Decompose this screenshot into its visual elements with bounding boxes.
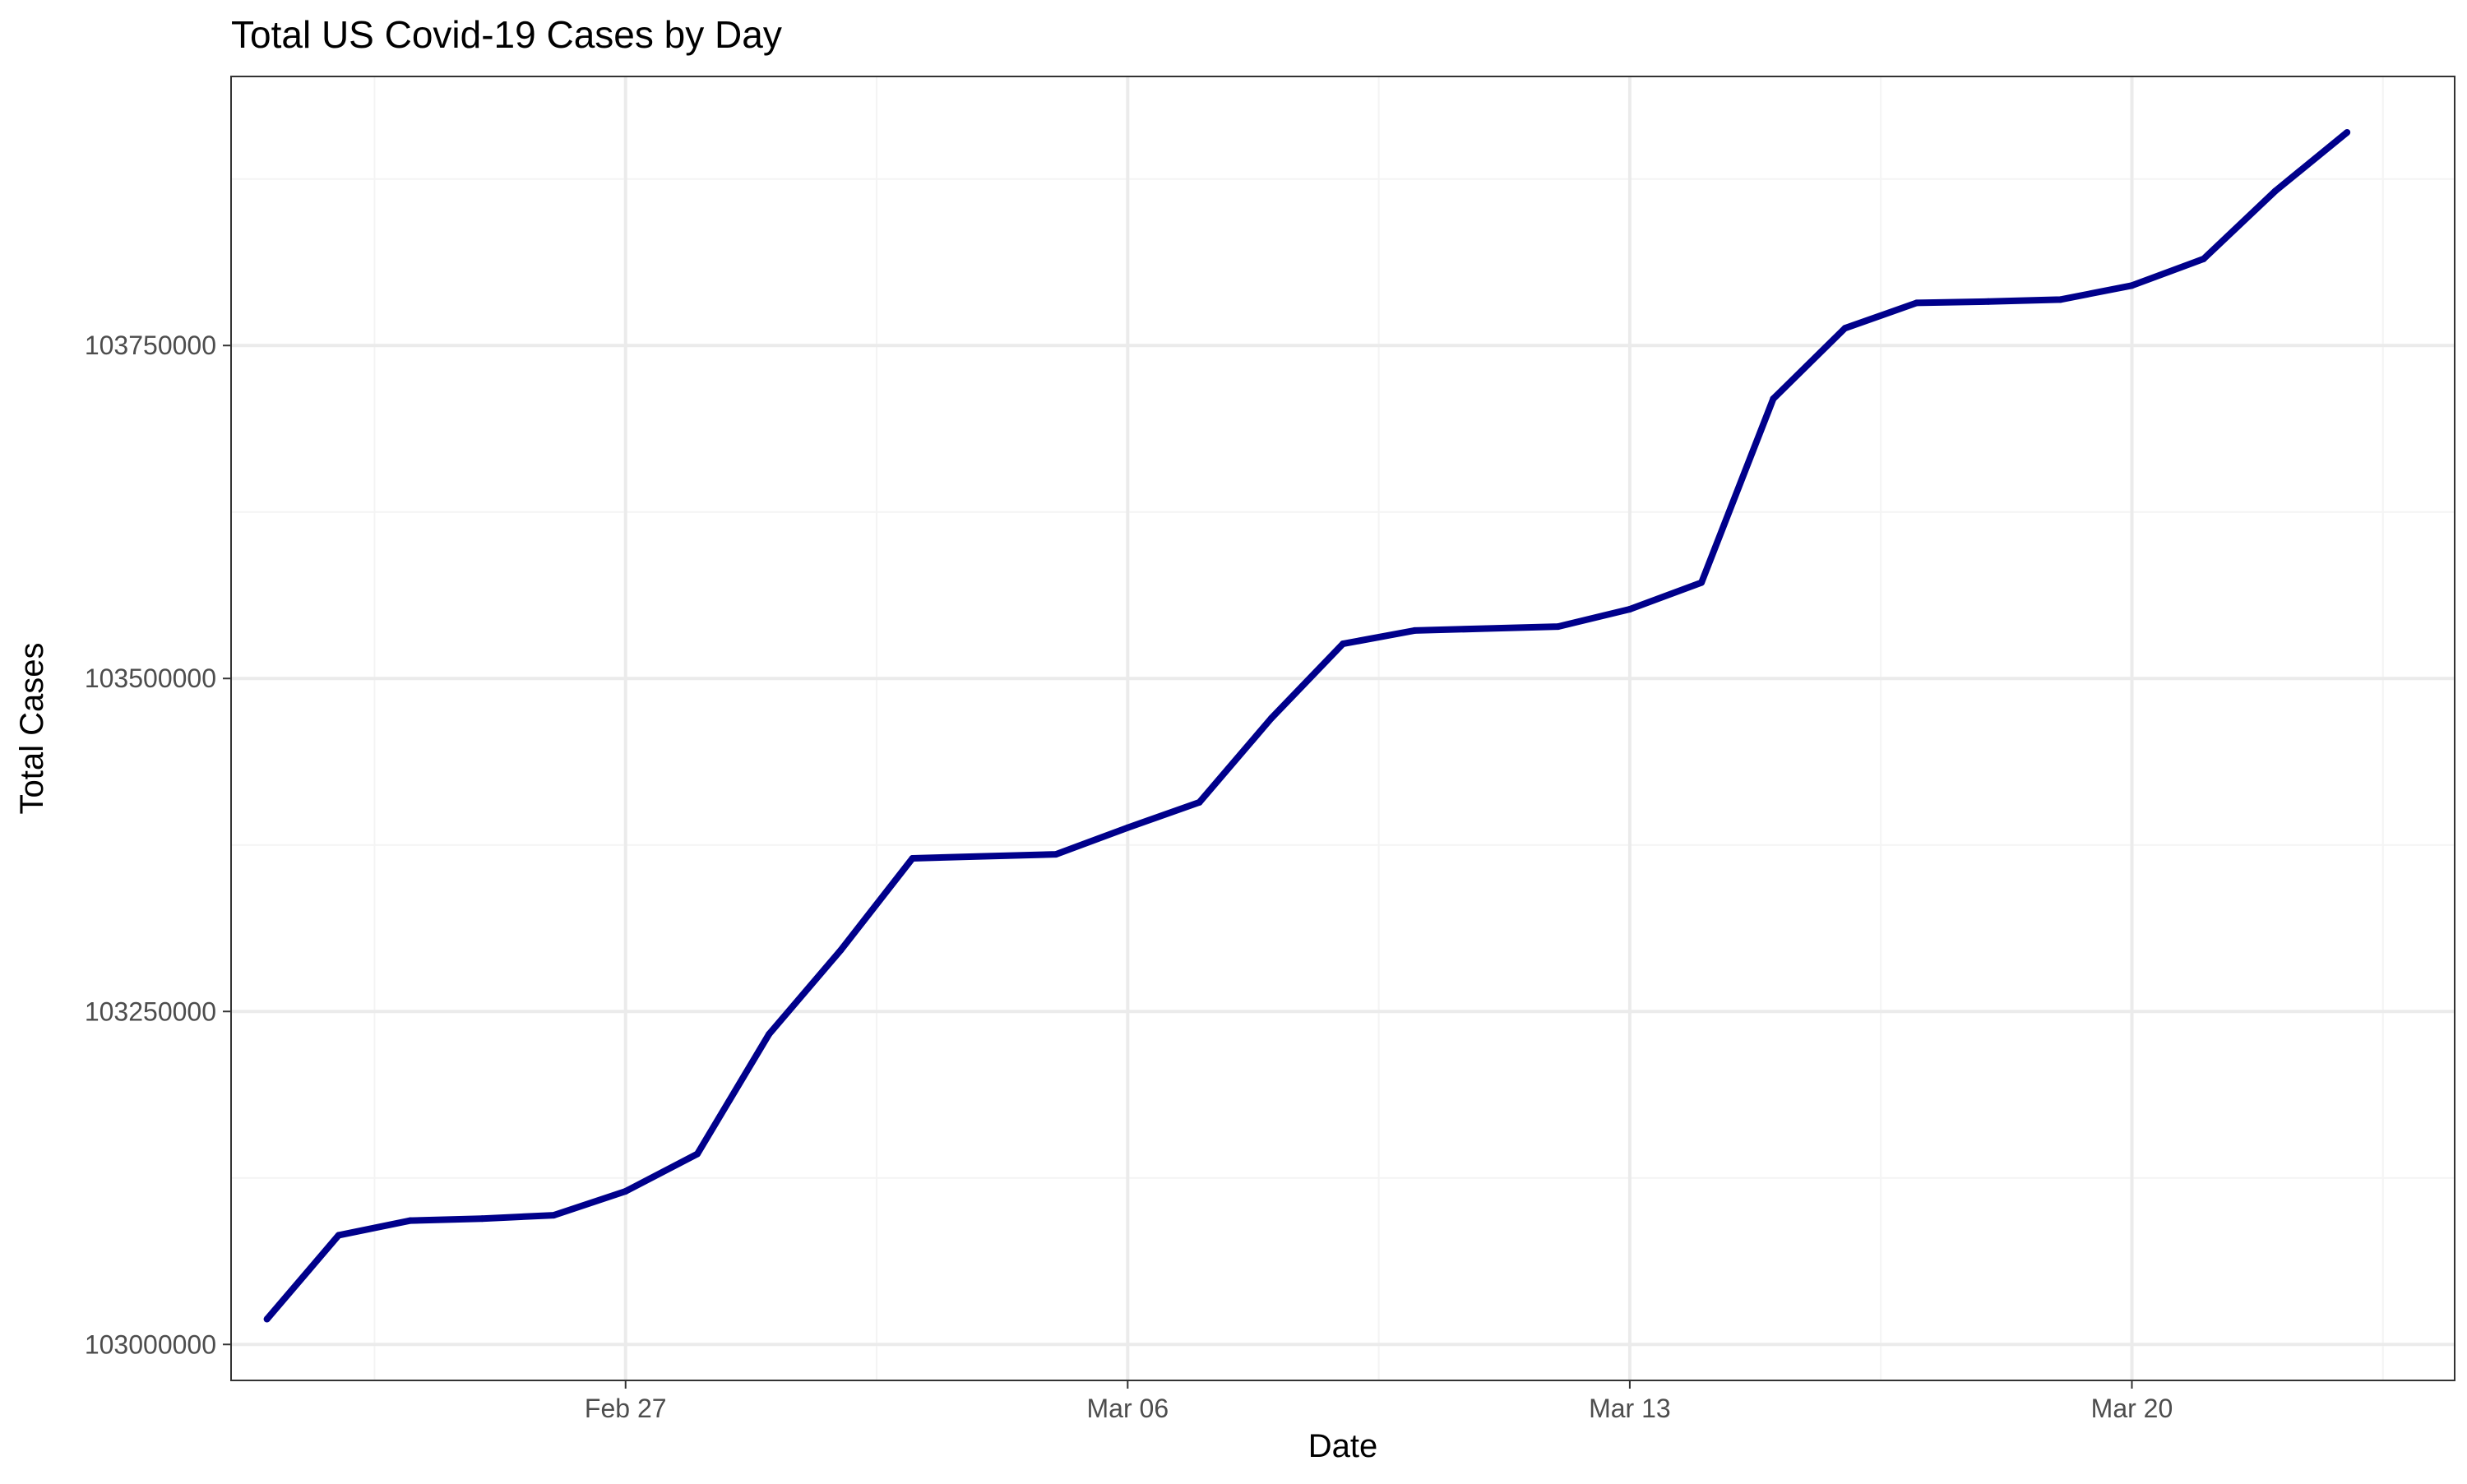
data-point — [622, 1188, 629, 1195]
data-point — [407, 1217, 414, 1224]
data-point — [1770, 395, 1777, 402]
data-point — [1411, 626, 1419, 634]
data-point — [694, 1150, 701, 1158]
data-point — [1267, 714, 1275, 722]
data-point — [1554, 623, 1562, 631]
data-point — [909, 855, 916, 862]
data-point — [479, 1215, 486, 1223]
x-axis-label: Date — [1308, 1428, 1378, 1464]
data-point — [1483, 625, 1490, 632]
data-point — [837, 946, 845, 954]
data-point — [550, 1212, 558, 1219]
data-point — [1841, 325, 1849, 332]
x-tick-label: Mar 20 — [2091, 1394, 2173, 1423]
data-point — [1053, 851, 1060, 858]
x-tick-label: Mar 06 — [1087, 1394, 1169, 1423]
data-point — [766, 1030, 773, 1038]
series-layer — [263, 129, 2351, 1323]
data-point — [1340, 640, 1346, 648]
x-tick-label: Mar 13 — [1589, 1394, 1671, 1423]
chart-title: Total US Covid-19 Cases by Day — [231, 13, 782, 56]
data-point — [1698, 579, 1706, 586]
y-tick-label: 103500000 — [85, 663, 216, 693]
y-tick-label: 103750000 — [85, 331, 216, 360]
data-point — [980, 853, 988, 860]
data-point — [2271, 187, 2279, 195]
x-tick-label: Feb 27 — [585, 1394, 667, 1423]
data-point — [1913, 299, 1920, 307]
y-axis: 103000000 103250000 103500000 103750000 — [85, 331, 231, 1359]
data-point — [2344, 129, 2351, 136]
data-point — [1626, 606, 1633, 613]
y-axis-label: Total Cases — [14, 643, 50, 815]
y-tick-label: 103250000 — [85, 996, 216, 1026]
plot-panel-border — [230, 76, 2455, 1381]
grid-lines — [231, 76, 2455, 1380]
series-line — [264, 129, 2349, 1322]
data-point — [2200, 255, 2207, 262]
data-point — [263, 1315, 271, 1323]
data-point — [335, 1232, 342, 1239]
data-point — [2128, 282, 2136, 289]
y-tick-label: 103000000 — [85, 1329, 216, 1359]
data-point — [1985, 298, 1992, 305]
x-axis: Feb 27 Mar 06 Mar 13 Mar 20 — [585, 1380, 2173, 1423]
data-point — [1196, 798, 1203, 806]
data-point — [1124, 824, 1132, 831]
data-point — [2057, 296, 2064, 303]
